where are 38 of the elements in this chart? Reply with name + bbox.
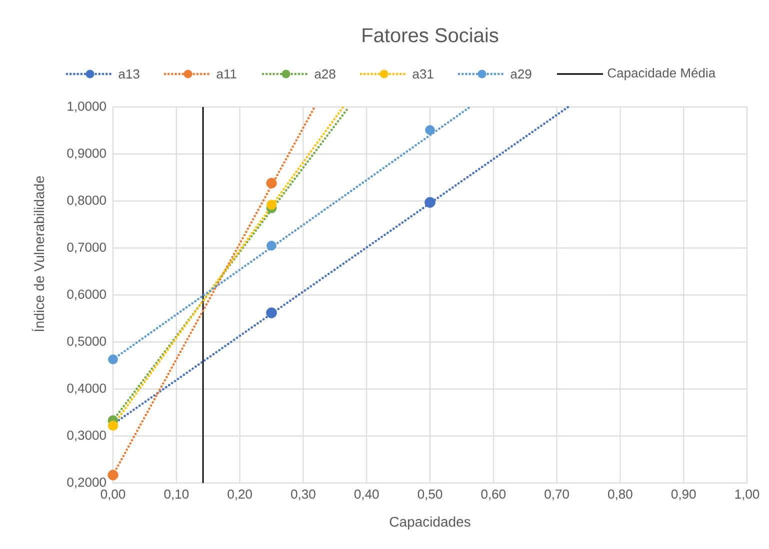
y-tick-label: 0,3000	[67, 430, 106, 442]
x-tick-label: 0,30	[291, 490, 316, 500]
legend-label: a11	[216, 69, 236, 79]
y-tick-label: 0,5000	[67, 336, 106, 348]
y-tick-label: 0,7000	[67, 242, 106, 254]
x-tick-label: 0,70	[544, 490, 569, 500]
point	[266, 240, 276, 251]
legend-label: a28	[314, 69, 336, 79]
y-tick-label: 0,2000	[67, 478, 106, 488]
point	[424, 197, 436, 208]
point	[425, 125, 435, 135]
y-axis-title: Índice de Vulnerabilidade	[32, 176, 44, 332]
x-tick-label: 0,80	[608, 490, 632, 500]
x-tick-label: 0,10	[164, 490, 189, 500]
y-tick-label: 1,0000	[68, 102, 106, 112]
x-tick-label: 0,50	[418, 490, 442, 500]
x-tick-label: 0,60	[481, 490, 506, 500]
chart-title: Fatores Sociais	[362, 28, 498, 42]
x-tick-label: 0,00	[100, 490, 126, 500]
x-tick-label: 0,40	[354, 490, 379, 500]
x-tick-label: 1,00	[735, 490, 760, 500]
point	[266, 307, 277, 318]
y-tick-label: 0,9000	[67, 148, 106, 160]
legend-label: a31	[412, 69, 434, 79]
y-tick-label: 0,6000	[67, 290, 106, 300]
point	[108, 420, 118, 431]
x-tick-label: 0,20	[228, 490, 252, 500]
point	[266, 200, 277, 210]
legend-label: Capacidade Média	[608, 68, 716, 80]
x-axis-title: Capacidades	[390, 516, 470, 530]
x-tick-label: 0,90	[671, 490, 696, 500]
legend-label: a29	[510, 69, 532, 79]
legend-label: a13	[118, 69, 140, 79]
y-tick-label: 0,4000	[67, 384, 106, 394]
point	[266, 178, 277, 188]
point	[108, 470, 118, 480]
y-tick-label: 0,8000	[67, 196, 106, 206]
point	[108, 354, 118, 364]
